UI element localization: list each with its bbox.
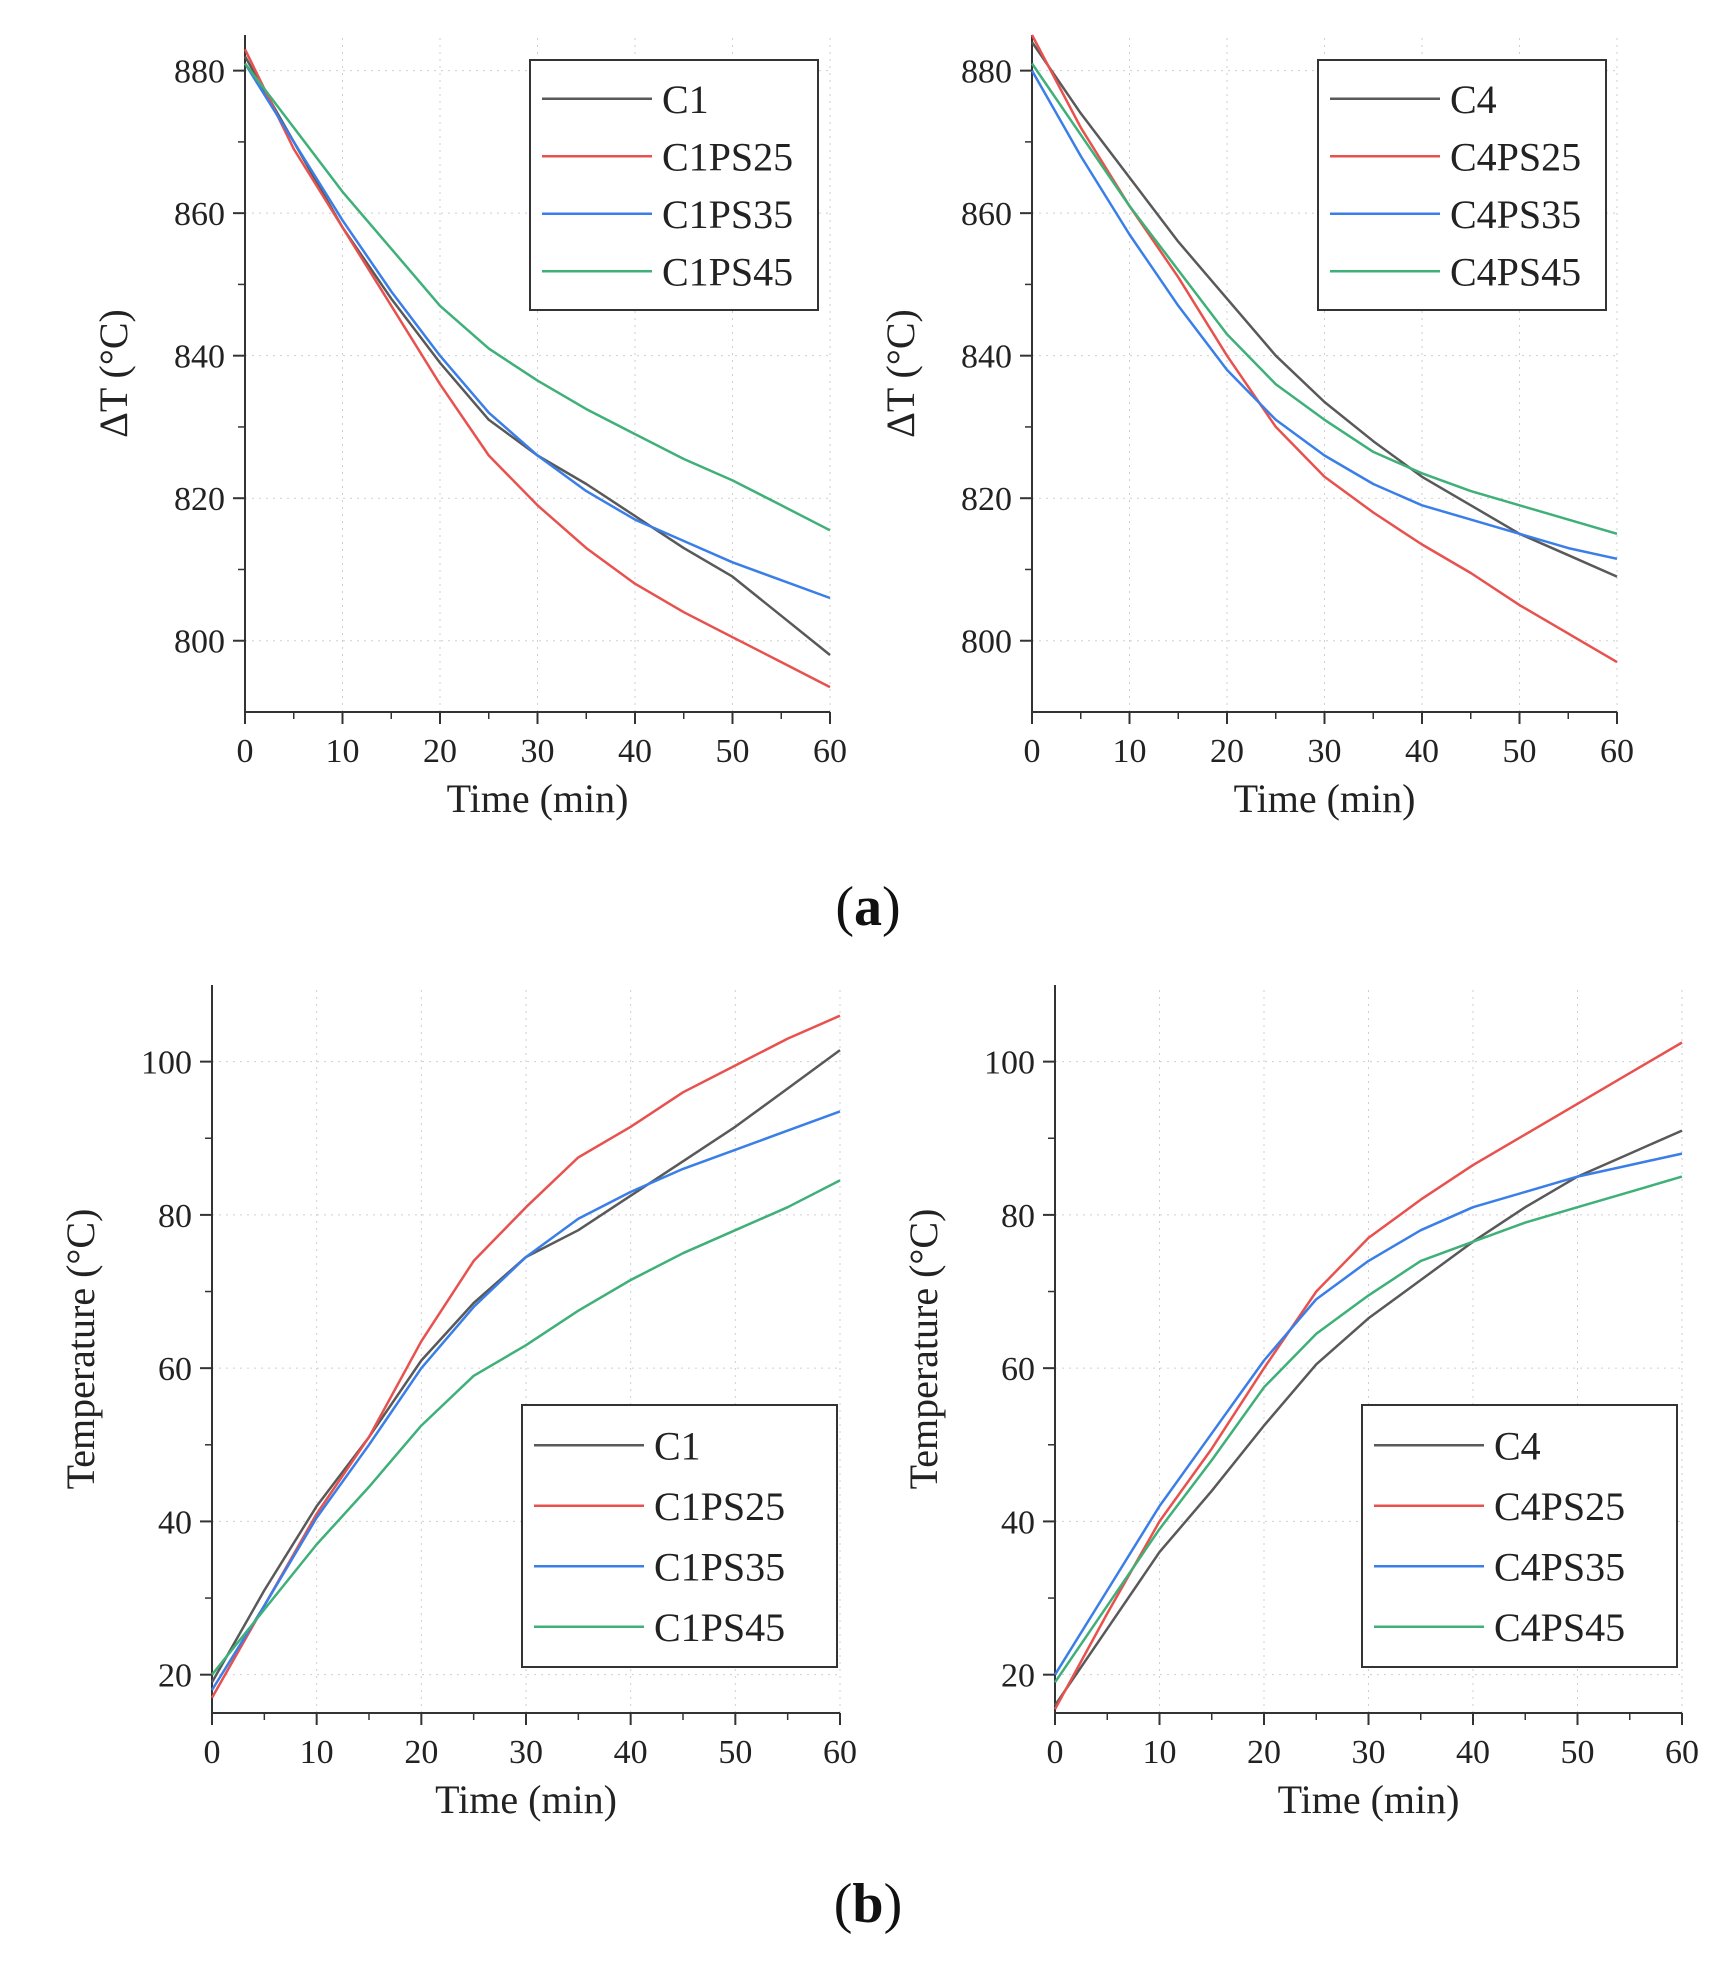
series-line-C1PS35: [243, 62, 831, 600]
y-axis-title: ΔT (°C): [91, 309, 136, 438]
x-tick-label: 50: [1561, 1734, 1595, 1771]
legend-label-C1: C1: [662, 77, 709, 122]
x-tick-label: 30: [1352, 1734, 1386, 1771]
y-tick-label: 880: [174, 54, 225, 91]
series-line-C4PS35: [1030, 69, 1618, 561]
y-tick-label: 820: [174, 481, 225, 518]
x-tick-label: 50: [718, 1734, 752, 1771]
legend-label-C1: C1: [654, 1423, 701, 1468]
y-axis-title: Temperature (°C): [58, 1209, 103, 1490]
y-tick-label: 80: [158, 1198, 192, 1235]
x-tick-label: 60: [1600, 733, 1634, 770]
x-tick-label: 0: [204, 1734, 221, 1771]
x-tick-label: 20: [404, 1734, 438, 1771]
y-tick-label: 100: [984, 1045, 1035, 1082]
legend-box: [1361, 1404, 1678, 1668]
series-line-C1PS25: [243, 48, 831, 689]
x-tick-label: 10: [1113, 733, 1147, 770]
legend-label-C4PS25: C4PS25: [1450, 134, 1581, 179]
x-axis-title: Time (min): [447, 776, 629, 821]
legend-box: [521, 1404, 838, 1668]
chart-a-left: 0 10 20 30 40 50 60 800 820 840 860 880 Time (min) ΔT…: [91, 35, 847, 821]
x-axis-title: Time (min): [1234, 776, 1416, 821]
y-tick-label: 840: [174, 339, 225, 376]
legend-label-C1PS25: C1PS25: [662, 134, 793, 179]
y-axis-title: Temperature (°C): [901, 1209, 946, 1490]
y-tick-label: 80: [1001, 1198, 1035, 1235]
x-tick-label: 40: [1456, 1734, 1490, 1771]
legend-label-C4PS35: C4PS35: [1494, 1544, 1625, 1589]
y-tick-label: 60: [1001, 1351, 1035, 1388]
legend-label-C1PS25: C1PS25: [654, 1484, 785, 1529]
y-tick-label: 100: [141, 1045, 192, 1082]
x-tick-label: 0: [1047, 1734, 1064, 1771]
x-tick-label: 50: [716, 733, 750, 770]
y-tick-label: 800: [174, 624, 225, 661]
series-line-C1PS45: [211, 1179, 841, 1676]
x-tick-label: 0: [1024, 733, 1041, 770]
x-tick-label: 60: [813, 733, 847, 770]
y-tick-label: 800: [961, 624, 1012, 661]
series-line-C1PS45: [244, 62, 831, 532]
x-tick-label: 40: [618, 733, 652, 770]
legend-label-C1PS35: C1PS35: [654, 1544, 785, 1589]
chart-a-right: 0 10 20 30 40 50 60 800 820 840 860 880 Time (min) ΔT…: [878, 34, 1634, 821]
x-tick-label: 10: [326, 733, 360, 770]
x-tick-label: 20: [1247, 1734, 1281, 1771]
y-tick-label: 860: [174, 196, 225, 233]
series-line-C4PS25: [1053, 1041, 1683, 1710]
y-axis-title: ΔT (°C): [878, 309, 923, 438]
y-tick-label: 20: [1001, 1658, 1035, 1695]
x-tick-label: 10: [1143, 1734, 1177, 1771]
panel-label-b: (b): [834, 1873, 902, 1935]
chart-b-left: 0 10 20 30 40 50 60 20 40 60 80 100 Time (min) Temper…: [58, 985, 857, 1822]
legend-label-C4PS45: C4PS45: [1494, 1605, 1625, 1650]
series-line-C4PS45: [1030, 62, 1618, 536]
x-tick-label: 0: [237, 733, 254, 770]
series-line-C1PS35: [210, 1110, 841, 1691]
y-tick-label: 40: [1001, 1504, 1035, 1541]
y-tick-label: 60: [158, 1351, 192, 1388]
x-tick-label: 60: [823, 1734, 857, 1771]
y-tick-label: 880: [961, 54, 1012, 91]
legend-label-C4PS25: C4PS25: [1494, 1484, 1625, 1529]
x-tick-label: 40: [1405, 733, 1439, 770]
y-tick-label: 860: [961, 196, 1012, 233]
legend-label-C1PS45: C1PS45: [662, 249, 793, 294]
legend-label-C1PS45: C1PS45: [654, 1605, 785, 1650]
x-tick-label: 30: [509, 1734, 543, 1771]
legend-label-C4: C4: [1494, 1423, 1541, 1468]
y-tick-label: 820: [961, 481, 1012, 518]
x-tick-label: 20: [1210, 733, 1244, 770]
series-line-C4PS45: [1053, 1175, 1683, 1684]
legend-label-C1PS35: C1PS35: [662, 192, 793, 237]
chart-b-right: 0 10 20 30 40 50 60 20 40 60 80 100 Time (min) Temper…: [901, 985, 1699, 1822]
series-line-C4PS35: [1053, 1152, 1683, 1676]
x-tick-label: 50: [1503, 733, 1537, 770]
series-line-C1PS25: [210, 1014, 841, 1699]
y-tick-label: 840: [961, 339, 1012, 376]
x-tick-label: 30: [1308, 733, 1342, 770]
x-tick-label: 30: [521, 733, 555, 770]
x-axis-title: Time (min): [1278, 1777, 1460, 1822]
x-tick-label: 10: [300, 1734, 334, 1771]
y-tick-label: 20: [158, 1658, 192, 1695]
legend-label-C4PS35: C4PS35: [1450, 192, 1581, 237]
y-tick-label: 40: [158, 1504, 192, 1541]
x-axis-title: Time (min): [435, 1777, 617, 1822]
x-tick-label: 40: [614, 1734, 648, 1771]
legend-label-C4: C4: [1450, 77, 1497, 122]
legend-box: [1317, 59, 1607, 311]
x-tick-label: 60: [1665, 1734, 1699, 1771]
legend-box: [529, 59, 819, 311]
panel-label-a: (a): [835, 876, 900, 938]
x-tick-label: 20: [423, 733, 457, 770]
legend-label-C4PS45: C4PS45: [1450, 249, 1581, 294]
